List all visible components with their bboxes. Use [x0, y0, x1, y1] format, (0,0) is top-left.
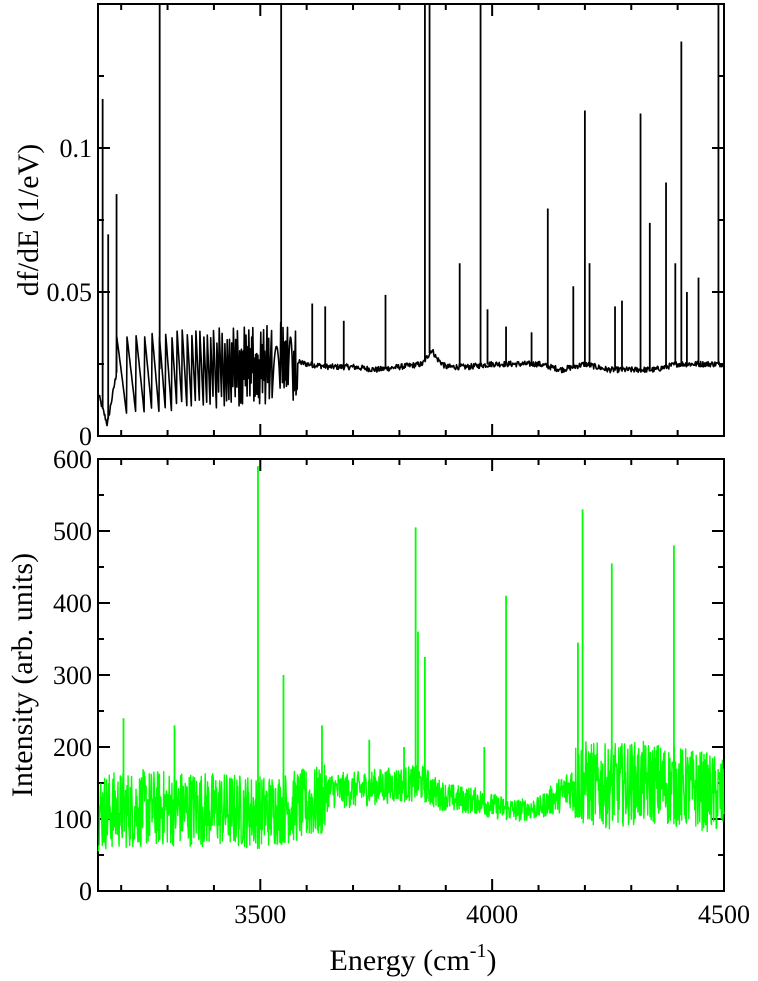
x-axis-label-close: ): [486, 944, 496, 977]
top-y-axis-label: df/dE (1/eV): [12, 144, 45, 296]
bottom-peaks: [122, 466, 675, 812]
bottom-y-axis-label: Intensity (arb. units): [6, 553, 39, 797]
bottom-x-tick-label: 4000: [466, 900, 518, 929]
bottom-y-tick-label: 200: [53, 733, 92, 762]
bottom-y-tick-label: 300: [53, 661, 92, 690]
top-axis-ticks: [98, 4, 725, 437]
bottom-y-tick-label: 100: [53, 805, 92, 834]
bottom-y-tick-label: 400: [53, 589, 92, 618]
top-y-tick-labels: 0 0.05 0.1: [47, 134, 93, 451]
top-series-line: [97, 321, 725, 427]
bottom-y-tick-label: 500: [53, 517, 92, 546]
top-panel: 0 0.05 0.1 df/dE (1/eV): [12, 3, 725, 451]
bottom-y-tick-labels: 0 100 200 300 400 500 600: [53, 445, 92, 906]
bottom-x-tick-labels: 3500 4000 4500: [234, 900, 750, 929]
x-axis-label-main: Energy (cm: [330, 944, 470, 977]
bottom-x-tick-label: 3500: [234, 900, 286, 929]
x-axis-label: Energy (cm-1): [330, 940, 497, 977]
x-axis-label-superscript: -1: [470, 940, 487, 962]
bottom-series-line: [97, 740, 725, 852]
bottom-y-tick-label: 600: [53, 445, 92, 474]
bottom-y-tick-label: 0: [79, 877, 92, 906]
top-y-tick-label: 0.05: [47, 278, 93, 307]
top-y-tick-label: 0.1: [60, 134, 93, 163]
top-y-tick-label: 0: [79, 422, 92, 451]
top-peaks: [101, 4, 720, 420]
bottom-panel: 0 100 200 300 400 500 600 3500 4000 4500 Intensi…: [6, 445, 750, 977]
bottom-x-tick-label: 4500: [698, 900, 750, 929]
